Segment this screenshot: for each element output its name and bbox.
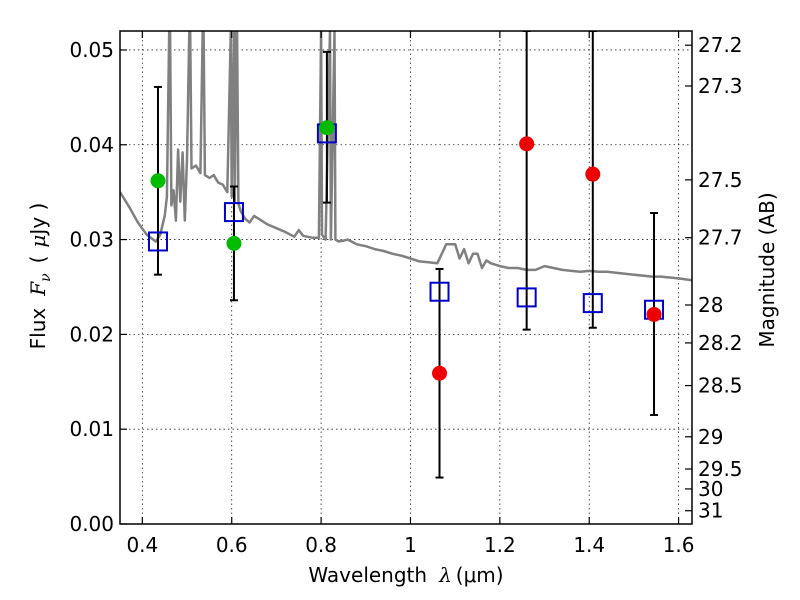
model-point-box xyxy=(429,281,450,302)
y2-tick-label: 29.5 xyxy=(698,457,743,481)
model-point-box xyxy=(223,202,244,223)
grid xyxy=(120,31,692,524)
x-tick-label: 1.2 xyxy=(484,533,516,557)
y2-tick-label: 27.3 xyxy=(698,74,743,98)
observed-points xyxy=(150,120,662,381)
y-axis-ticks: 0.00 0.01 0.02 0.03 0.04 0.05 xyxy=(69,38,127,536)
y2-tick-label: 27.2 xyxy=(698,33,743,57)
y-axis-label: FluxFν(μJy ) xyxy=(26,203,54,350)
model-point-box xyxy=(147,231,168,252)
x-axis-label: Wavelength λ (μm) xyxy=(308,563,503,587)
y2-axis-label: Magnitude (AB) xyxy=(755,192,779,347)
observed-point-green xyxy=(226,235,242,251)
y2-tick-label: 28 xyxy=(698,293,723,317)
plot-area xyxy=(120,31,692,479)
y-tick-label: 0.01 xyxy=(69,417,114,441)
observed-point-green xyxy=(150,173,166,189)
y2-tick-label: 28.5 xyxy=(698,374,743,398)
y2-tick-label: 27.5 xyxy=(698,168,743,192)
y2-tick-label: 31 xyxy=(698,499,723,523)
y-tick-label: 0.00 xyxy=(69,512,114,536)
y2-tick-label: 27.7 xyxy=(698,226,743,250)
model-points xyxy=(147,123,665,320)
model-spectrum-line xyxy=(120,31,692,282)
y2-tick-label: 30 xyxy=(698,477,723,501)
y-tick-label: 0.02 xyxy=(69,322,114,346)
y-tick-label: 0.03 xyxy=(69,228,114,252)
observed-point-red xyxy=(519,136,535,152)
model-point-box xyxy=(582,293,603,314)
y2-tick-label: 28.2 xyxy=(698,331,743,355)
observed-point-red xyxy=(432,365,448,381)
x-tick-label: 1 xyxy=(404,533,417,557)
x-tick-label: 1.4 xyxy=(573,533,605,557)
y2-tick-label: 29 xyxy=(698,425,723,449)
y-tick-label: 0.05 xyxy=(69,38,114,62)
x-tick-label: 1.6 xyxy=(663,533,695,557)
x-axis-ticks: 0.4 0.6 0.8 1 1.2 1.4 1.6 xyxy=(126,31,695,557)
y-tick-label: 0.04 xyxy=(69,133,114,157)
plot-frame xyxy=(119,30,693,525)
x-tick-label: 0.4 xyxy=(126,533,158,557)
observed-point-red xyxy=(585,166,601,182)
observed-point-red xyxy=(646,306,662,322)
observed-point-green xyxy=(319,120,335,136)
x-tick-label: 0.6 xyxy=(216,533,248,557)
model-point-box xyxy=(516,287,537,308)
x-tick-label: 0.8 xyxy=(305,533,337,557)
